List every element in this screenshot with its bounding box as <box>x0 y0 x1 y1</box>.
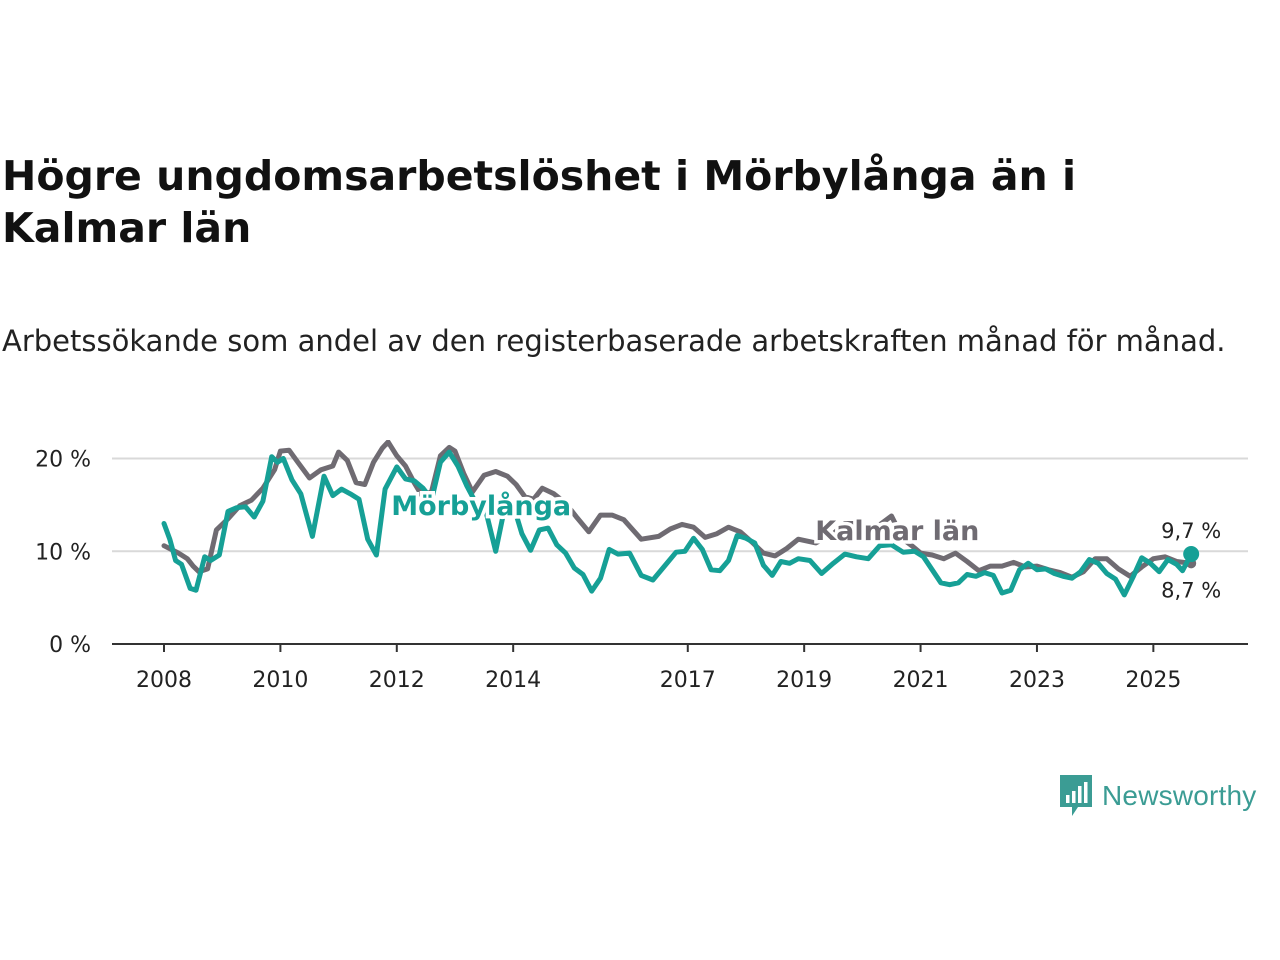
series-line-0 <box>161 440 1194 580</box>
x-tick-label: 2014 <box>485 668 541 693</box>
series-lines <box>161 440 1200 598</box>
newsworthy-logo: Newsworthy <box>1058 772 1256 820</box>
x-tick-label: 2025 <box>1125 668 1181 693</box>
newsworthy-logo-icon <box>1060 775 1092 816</box>
x-tick-label: 2010 <box>252 668 308 693</box>
line-chart: 0 % 10 % 20 % 2008 2010 2012 2014 2017 2019 2021… <box>35 440 1248 693</box>
x-tick-label: 2021 <box>893 668 949 693</box>
y-axis-ticks: 0 % 10 % 20 % <box>35 448 91 658</box>
x-axis-ticks: 2008 2010 2012 2014 2017 2019 2021 2023 2025 <box>136 644 1181 693</box>
end-value-label-0: 8,7 % <box>1161 578 1221 602</box>
end-value-label-1: 9,7 % <box>1161 519 1221 543</box>
series-labels: 8,7 % 9,7 % Mörbylånga Kalmar län <box>388 487 1224 605</box>
x-tick-label: 2023 <box>1009 668 1065 693</box>
chart-subtitle: Arbetssökande som andel av den registerb… <box>2 324 1226 358</box>
y-tick-label: 10 % <box>35 540 91 565</box>
series-annotation-1: Kalmar län <box>815 516 979 547</box>
series-annotation-0: Mörbylånga <box>391 490 571 522</box>
brand-name: Newsworthy <box>1102 780 1257 811</box>
chart-title: Högre ungdomsarbetslöshet i Mörbylånga ä… <box>2 152 1077 252</box>
x-tick-label: 2019 <box>776 668 832 693</box>
series-end-point-1 <box>1183 546 1200 563</box>
y-tick-label: 20 % <box>35 448 91 473</box>
y-tick-label: 0 % <box>49 633 91 658</box>
series-line-1 <box>161 449 1194 598</box>
x-tick-label: 2008 <box>136 668 192 693</box>
x-tick-label: 2017 <box>660 668 716 693</box>
x-tick-label: 2012 <box>369 668 425 693</box>
